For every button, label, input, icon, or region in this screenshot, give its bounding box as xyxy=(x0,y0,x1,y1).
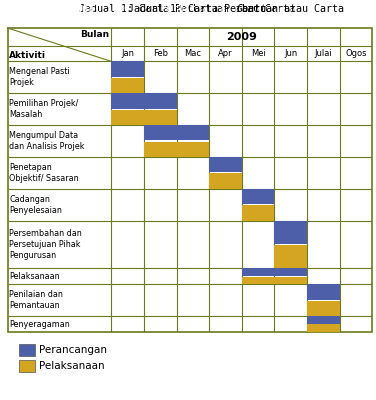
Text: Gantt: Gantt xyxy=(237,4,267,14)
Bar xyxy=(307,301,340,316)
Bar xyxy=(274,220,307,244)
Text: Bulan: Bulan xyxy=(80,30,109,38)
Bar xyxy=(144,125,209,140)
Bar xyxy=(242,189,274,204)
Bar xyxy=(307,284,340,300)
Text: Feb: Feb xyxy=(153,49,168,58)
Text: Pemilihan Projek/
Masalah: Pemilihan Projek/ Masalah xyxy=(9,99,79,119)
Bar xyxy=(111,78,144,93)
Text: Mei: Mei xyxy=(251,49,265,58)
Text: Perancangan: Perancangan xyxy=(39,345,107,355)
Bar xyxy=(111,62,144,77)
Text: Penyeragaman: Penyeragaman xyxy=(9,320,70,328)
Text: Pelaksanaan: Pelaksanaan xyxy=(9,272,60,281)
Bar xyxy=(307,316,340,324)
Text: 2009: 2009 xyxy=(226,32,257,42)
Bar xyxy=(8,28,372,332)
Text: Pelaksanaan: Pelaksanaan xyxy=(39,361,105,371)
Text: Persembahan dan
Persetujuan Pihak
Pengurusan: Persembahan dan Persetujuan Pihak Pengur… xyxy=(9,229,82,260)
Bar xyxy=(111,110,177,125)
Bar xyxy=(19,360,35,372)
Text: Penilaian dan
Pemantauan: Penilaian dan Pemantauan xyxy=(9,290,63,310)
Bar xyxy=(209,157,242,172)
Bar xyxy=(242,268,307,276)
Text: Mengenal Pasti
Projek: Mengenal Pasti Projek xyxy=(9,67,70,87)
Text: Aktiviti: Aktiviti xyxy=(9,51,46,60)
Bar xyxy=(111,93,177,108)
Text: Cadangan
Penyelesaian: Cadangan Penyelesaian xyxy=(9,195,62,215)
Text: Jadual 1: Carta Perbatuan atau Carta: Jadual 1: Carta Perbatuan atau Carta xyxy=(79,4,301,14)
Text: Jun: Jun xyxy=(284,49,297,58)
Text: Mengumpul Data
dan Analisis Projek: Mengumpul Data dan Analisis Projek xyxy=(9,131,85,151)
Text: Ogos: Ogos xyxy=(345,49,367,58)
Bar xyxy=(144,142,209,157)
Bar xyxy=(307,324,340,332)
Text: Apr: Apr xyxy=(218,49,233,58)
Text: Jadual 1: Carta Perbatuan atau Carta Gantt: Jadual 1: Carta Perbatuan atau Carta Gan… xyxy=(64,4,316,14)
Text: Penetapan
Objektif/ Sasaran: Penetapan Objektif/ Sasaran xyxy=(9,163,79,183)
Text: Julai: Julai xyxy=(314,49,332,58)
Text: Mac: Mac xyxy=(185,49,202,58)
Bar xyxy=(209,174,242,189)
Bar xyxy=(274,246,307,268)
Bar xyxy=(242,277,307,284)
Text: Jadual 1: Carta Perbatuan atau Carta: Jadual 1: Carta Perbatuan atau Carta xyxy=(128,4,350,14)
Text: Jan: Jan xyxy=(121,49,134,58)
Bar xyxy=(19,344,35,356)
Bar xyxy=(242,205,274,220)
